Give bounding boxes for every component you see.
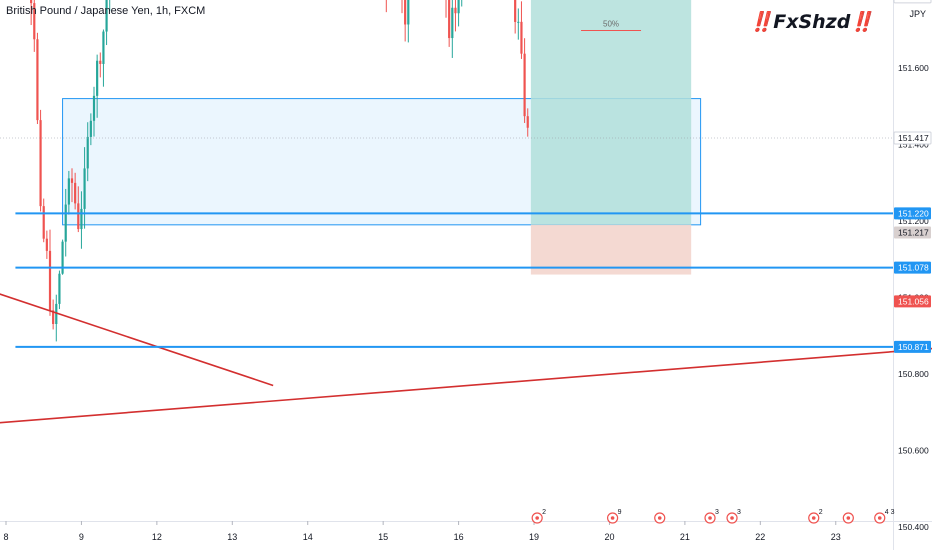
price-label-bg [894, 295, 931, 308]
candle-body [457, 0, 460, 14]
candle-body [33, 3, 36, 40]
candle-body [451, 7, 454, 39]
watermark-prefix: ‼️ [749, 11, 774, 33]
event-marker-dot [846, 516, 851, 520]
candle-body [48, 250, 52, 311]
price-label-bg [893, 131, 932, 145]
event-marker-dot [811, 516, 816, 520]
x-tick-label: 14 [303, 532, 313, 542]
price-label: 151.417 [898, 133, 929, 143]
x-tick-label: 15 [378, 532, 388, 542]
candle-body [36, 39, 39, 121]
candle-body [39, 120, 42, 207]
price-label-bg [894, 261, 931, 274]
x-tick-label: 13 [227, 532, 237, 542]
price-label: 151.078 [898, 263, 929, 273]
y-tick-label: 150.800 [898, 369, 929, 379]
y-tick-label: 150.600 [898, 446, 929, 456]
event-marker-dot [730, 516, 734, 520]
y-tick-label: 151.400 [898, 140, 929, 150]
price-label-bg [894, 340, 931, 353]
candle-body [67, 178, 70, 205]
candle-body [52, 310, 55, 324]
candle-body [448, 0, 451, 39]
candle-body [514, 0, 517, 22]
candle-body [45, 238, 48, 251]
y-tick-label: 150.400 [898, 522, 929, 532]
event-marker-count: 2 [542, 509, 546, 516]
x-tick-label: 9 [79, 532, 84, 542]
candle-body [74, 182, 77, 204]
price-label-bg [894, 207, 931, 220]
x-tick-label: 23 [831, 532, 841, 542]
event-marker-dot [535, 516, 539, 520]
candle-body [454, 7, 457, 14]
candle-body [407, 0, 410, 25]
event-marker-count: 2 [819, 509, 823, 516]
price-label: 151.217 [898, 227, 929, 237]
candle-body [96, 60, 99, 96]
candle-body [61, 241, 64, 274]
event-marker-count: 3 [737, 509, 741, 516]
x-tick-label: 8 [3, 532, 8, 542]
candle-body [83, 168, 86, 209]
event-marker-dot [657, 516, 662, 520]
event-marker-count: 3 [715, 509, 719, 516]
candle-body [64, 204, 67, 242]
x-tick-label: 19 [529, 532, 539, 542]
price-label: 151.056 [898, 296, 929, 306]
candle-body [520, 21, 523, 54]
candle-body [58, 273, 61, 304]
candle-body [526, 116, 529, 128]
candle-body [55, 303, 58, 324]
event-marker-count: 9 [618, 509, 622, 516]
target-percent-label: 50% [603, 20, 619, 29]
y-tick-label: 151.200 [898, 216, 929, 226]
candle-body [105, 0, 108, 32]
candle-body [102, 31, 105, 64]
stop-loss-box [530, 224, 692, 275]
x-tick-label: 22 [755, 532, 765, 542]
x-tick-label: 16 [454, 532, 464, 542]
event-marker-dot [610, 516, 615, 520]
candle-body [517, 21, 520, 23]
y-tick-label: 151.600 [898, 63, 929, 73]
candle-body [80, 208, 83, 230]
take-profit-box [530, 0, 692, 225]
candle-body [89, 120, 92, 137]
event-marker-count: 4 3 [885, 509, 895, 516]
candle-body [86, 136, 89, 169]
candle-body [523, 53, 526, 117]
candle-body [30, 0, 33, 4]
x-tick-label: 20 [604, 532, 614, 542]
price-label: 150.871 [898, 342, 929, 352]
candle-body [70, 178, 74, 183]
short-trendline [0, 293, 274, 387]
x-tick-label: 12 [152, 532, 162, 542]
candle-body [92, 95, 96, 121]
watermark-text: FxShzd [773, 11, 851, 33]
candle-body [77, 203, 80, 230]
x-tick-label: 21 [680, 532, 690, 542]
candle-body [99, 60, 102, 64]
currency-label: JPY [909, 9, 926, 19]
candle-body [404, 0, 407, 25]
candle-body [42, 206, 45, 239]
chart-title: British Pound / Japanese Yen, 1h, FXCM [6, 5, 206, 17]
watermark-suffix: ‼️ [850, 11, 874, 33]
price-label: 151.220 [898, 208, 929, 218]
price-label: 151.786 [898, 0, 929, 2]
event-marker-dot [708, 516, 712, 520]
event-marker-dot [877, 516, 882, 520]
price-label-bg [894, 226, 931, 239]
price-label-bg [893, 0, 932, 4]
lower-trendline [0, 347, 932, 424]
watermark: ‼️FxShzd‼️ [750, 10, 874, 33]
